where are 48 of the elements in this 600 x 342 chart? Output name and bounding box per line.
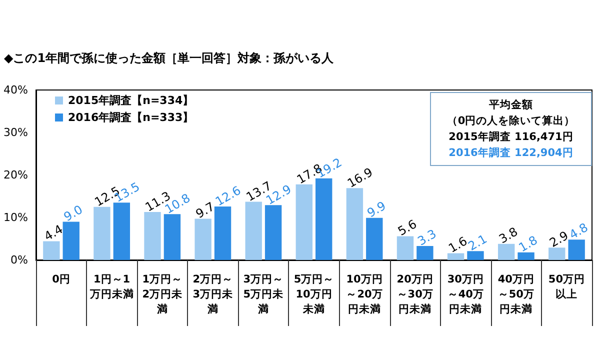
bar xyxy=(366,218,383,260)
bar xyxy=(346,188,364,260)
bar xyxy=(245,202,262,260)
annotation: 平均金額 xyxy=(488,98,534,113)
bar xyxy=(214,206,232,260)
bar xyxy=(396,236,414,260)
annotation: 2015年調査 116,471円 xyxy=(448,130,574,145)
legend-label: 2016年調査【n=333】 xyxy=(68,111,194,124)
bar xyxy=(264,205,282,260)
annotation: 2016年調査 122,904円 xyxy=(448,146,574,161)
x-tick-label: 2万円～3万円未満 xyxy=(192,274,234,316)
x-tick-label: 1円～1万円未満 xyxy=(88,274,134,300)
chart-title: ◆この1年間で孫に使った金額［単一回答］対象：孫がいる人 xyxy=(4,50,334,67)
x-tick-label: 5万円～10万円未満 xyxy=(294,274,334,316)
data-label: 4.4 xyxy=(42,222,66,244)
y-tick-label: 0% xyxy=(10,254,28,266)
bar xyxy=(62,222,80,260)
x-tick-label: 0円 xyxy=(52,274,70,286)
bar xyxy=(144,212,161,260)
bar xyxy=(296,184,312,260)
bar xyxy=(164,214,181,260)
legend-label: 2015年調査【n=334】 xyxy=(68,94,194,107)
bar xyxy=(548,248,566,260)
x-tick-label: 50万円以上 xyxy=(548,274,586,300)
x-tick-label: 10万円～20万円未満 xyxy=(346,274,383,316)
x-tick-label: 30万円～40万円未満 xyxy=(447,274,484,316)
bar xyxy=(416,246,434,260)
data-label: 2.1 xyxy=(466,232,490,254)
data-label: 9.0 xyxy=(61,202,85,224)
bar xyxy=(518,252,534,260)
x-tick-label: 20万円～30万円未満 xyxy=(396,274,434,316)
bar xyxy=(467,251,484,260)
x-tick-label: 40万円～50万円未満 xyxy=(498,274,534,316)
y-tick-label: 10% xyxy=(4,211,28,224)
bar xyxy=(447,253,464,260)
data-label: 16.9 xyxy=(345,165,376,191)
bar xyxy=(498,244,515,260)
bar xyxy=(568,240,585,260)
annotation: （0円の人を除いて算出） xyxy=(446,114,576,129)
x-tick-label: 3万円～5万円未満 xyxy=(243,274,284,316)
y-tick-label: 30% xyxy=(4,126,28,139)
bar xyxy=(94,206,110,260)
y-tick-label: 40% xyxy=(4,84,28,96)
bar xyxy=(43,241,60,260)
bar xyxy=(194,218,212,260)
data-label: 9.9 xyxy=(364,198,388,220)
x-tick-label: 1万円～2万円未満 xyxy=(142,274,183,316)
y-tick-label: 20% xyxy=(4,168,28,182)
